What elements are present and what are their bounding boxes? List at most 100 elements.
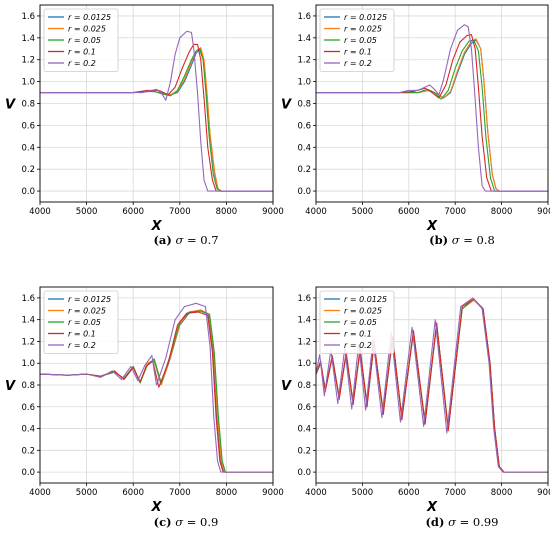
x-tick-label: 4000 [29, 207, 51, 217]
y-tick-label: 1.6 [297, 294, 311, 304]
x-tick-label: 8000 [491, 488, 513, 498]
x-tick-label: 5000 [76, 207, 98, 217]
x-tick-label: 7000 [444, 488, 466, 498]
y-tick-label: 1.0 [21, 78, 35, 88]
chart-panel-b: 4000 5000 6000 7000 8000 9000 0.0 0.2 0.4 0.6 0.8 1… [281, 4, 550, 234]
chart-panel-c: 4000 5000 6000 7000 8000 9000 0.0 0.2 0.4 0.6 0.8 1… [5, 286, 284, 515]
x-tick-label: 9000 [262, 488, 284, 498]
x-tick-label: 9000 [537, 207, 550, 217]
legend-box [319, 8, 395, 72]
y-tick-label: 1.0 [21, 359, 35, 369]
y-tick-label: 1.6 [297, 12, 311, 22]
y-tick-label: 0.2 [21, 165, 35, 175]
x-tick-label: 7000 [444, 207, 466, 217]
legend-label: r = 0.2 [344, 341, 372, 350]
caption-a: (a) σ = 0.7 [86, 233, 286, 247]
y-tick-label: 0.0 [21, 187, 35, 197]
legend-label: r = 0.0125 [68, 295, 111, 304]
series-line [40, 48, 273, 192]
x-axis-label: X [150, 500, 162, 515]
caption-value: 0.7 [200, 233, 219, 247]
caption-label: (a) [153, 233, 172, 247]
legend-label: r = 0.025 [344, 25, 382, 34]
y-tick-label: 1.4 [21, 34, 35, 44]
caption-equals: = [186, 233, 197, 247]
x-axis-label: X [426, 219, 438, 234]
x-tick-label: 8000 [216, 488, 238, 498]
y-tick-label: 1.2 [21, 56, 35, 66]
caption-label: (b) [429, 233, 449, 247]
chart-panel-a: 4000 5000 6000 7000 8000 9000 0.0 0.2 0.4 0.6 0.8 1… [5, 4, 284, 234]
legend-label: r = 0.025 [344, 307, 382, 316]
x-tick-label: 8000 [491, 207, 513, 217]
series-line [316, 39, 548, 192]
x-tick-label: 7000 [169, 488, 191, 498]
series-line [40, 30, 273, 192]
caption-equals: = [459, 515, 470, 529]
x-tick-label: 7000 [169, 207, 191, 217]
chart-panel-d: 4000 5000 6000 7000 8000 9000 0.0 0.2 0.4 0.6 0.8 1… [281, 286, 550, 515]
legend-label: r = 0.2 [68, 341, 96, 350]
series-line [39, 302, 273, 473]
y-tick-label: 1.2 [297, 337, 311, 347]
caption-equals: = [463, 233, 473, 247]
y-tick-label: 0.0 [21, 468, 35, 478]
x-tick-label: 6000 [398, 207, 420, 217]
caption-label: (d) [425, 515, 445, 529]
y-tick-label: 0.6 [21, 403, 35, 413]
caption-value: 0.9 [200, 515, 219, 529]
x-tick-label: 4000 [29, 488, 51, 498]
y-tick-label: 1.4 [21, 316, 35, 326]
x-tick-label: 5000 [352, 488, 374, 498]
y-tick-label: 1.4 [297, 34, 311, 44]
x-tick-label: 6000 [122, 488, 144, 498]
y-tick-label: 0.2 [21, 446, 35, 456]
caption-value: 0.8 [476, 233, 495, 247]
caption-symbol: σ [175, 515, 184, 529]
y-axis-label: V [5, 379, 16, 394]
y-tick-label: 0.8 [297, 100, 311, 110]
x-tick-label: 6000 [398, 488, 420, 498]
caption-value: 0.99 [472, 515, 499, 529]
y-tick-label: 0.2 [297, 165, 311, 175]
caption-symbol: σ [448, 515, 456, 529]
y-tick-label: 1.2 [21, 337, 35, 347]
x-axis-label: X [150, 219, 162, 234]
y-axis-label: V [281, 379, 292, 394]
legend-label: r = 0.1 [68, 330, 96, 339]
legend-label: r = 0.0125 [344, 295, 387, 304]
y-tick-label: 0.8 [21, 381, 35, 391]
y-tick-label: 1.6 [21, 294, 35, 304]
legend-box [43, 290, 119, 354]
legend-label: r = 0.2 [344, 59, 372, 68]
y-tick-label: 0.6 [21, 121, 35, 131]
y-axis-label: V [281, 98, 292, 113]
x-tick-label: 6000 [122, 207, 144, 217]
caption-c: (c) σ = 0.9 [86, 515, 286, 529]
legend-label: r = 0.1 [68, 48, 96, 57]
legend-box [319, 290, 395, 354]
caption-equals: = [186, 515, 197, 529]
y-tick-label: 0.6 [297, 121, 311, 131]
x-axis-label: X [426, 500, 438, 515]
x-tick-label: 4000 [305, 488, 327, 498]
caption-symbol: σ [451, 233, 460, 247]
x-tick-label: 5000 [76, 488, 98, 498]
legend-label: r = 0.2 [68, 59, 96, 68]
y-tick-label: 0.0 [297, 468, 311, 478]
caption-d: (d) σ = 0.99 [362, 515, 550, 529]
series-line [315, 298, 548, 473]
y-tick-label: 0.4 [297, 425, 311, 435]
x-tick-label: 4000 [305, 207, 327, 217]
y-tick-label: 1.4 [297, 316, 311, 326]
x-tick-label: 9000 [262, 207, 284, 217]
y-tick-label: 1.0 [297, 78, 311, 88]
legend-label: r = 0.05 [344, 36, 377, 45]
x-tick-label: 8000 [216, 207, 238, 217]
y-tick-label: 0.6 [297, 403, 311, 413]
series-line [316, 24, 548, 192]
y-tick-label: 1.2 [297, 56, 311, 66]
y-tick-label: 1.0 [297, 359, 311, 369]
legend-label: r = 0.05 [68, 36, 101, 45]
caption-symbol: σ [175, 233, 184, 247]
